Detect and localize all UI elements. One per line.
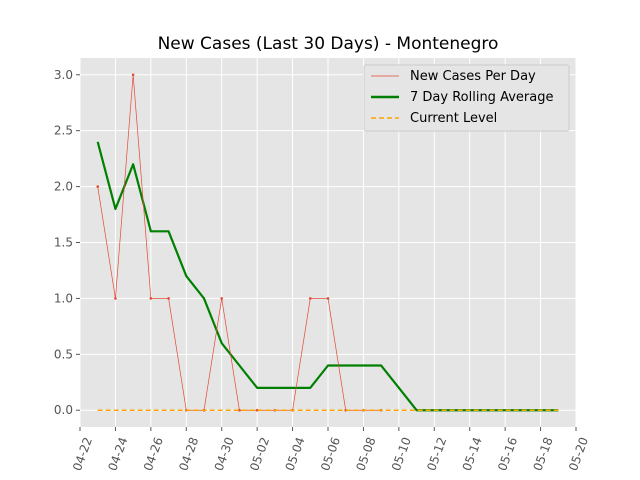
x-tick-label: 05-04: [283, 435, 308, 473]
x-tick-label: 05-08: [353, 435, 378, 473]
data-point-new-cases: [114, 297, 117, 300]
x-tick-label: 05-12: [424, 435, 449, 473]
data-point-new-cases: [308, 297, 312, 300]
legend-box: [363, 64, 570, 132]
chart-title: New Cases (Last 30 Days) - Montenegro: [158, 34, 499, 54]
data-point-new-cases: [131, 73, 135, 77]
x-tick-label: 05-18: [531, 435, 556, 473]
y-axis: 0.0 0.5 1.0 1.5 2.0 2.5 3.0: [54, 68, 80, 417]
legend-label-current-level: Current Level: [410, 111, 497, 126]
series-line-rolling-average: [96, 141, 559, 412]
x-tick-label: 05-10: [389, 435, 414, 473]
x-tick-label: 04-22: [70, 435, 95, 473]
x-tick-label: 05-20: [566, 435, 591, 473]
data-point-new-cases: [220, 297, 224, 300]
y-tick-label: 2.5: [54, 124, 73, 138]
y-tick-label: 1.0: [54, 291, 73, 305]
legend-label-rolling-average: 7 Day Rolling Average: [410, 90, 553, 105]
y-tick-label: 3.0: [54, 68, 73, 82]
x-tick-label: 05-14: [460, 435, 485, 473]
data-point-new-cases: [326, 297, 330, 300]
x-tick-label: 05-02: [247, 435, 272, 473]
data-point-new-cases: [167, 297, 170, 300]
y-tick-label: 1.5: [54, 236, 73, 250]
y-tick-label: 0.5: [54, 347, 73, 361]
legend-label-new-cases: New Cases Per Day: [410, 69, 536, 84]
x-tick-label: 05-06: [318, 435, 343, 473]
y-tick-label: 0.0: [54, 403, 73, 417]
data-point-new-cases: [238, 408, 241, 412]
data-point-new-cases: [149, 297, 153, 300]
legend: New Cases Per Day 7 Day Rolling Average …: [363, 64, 570, 132]
y-tick-label: 2.0: [54, 180, 73, 194]
x-tick-label: 04-30: [212, 435, 237, 473]
x-tick-label: 04-28: [176, 435, 201, 473]
series-layer: [96, 73, 559, 412]
x-axis: 04-22 04-24 04-26 04-28 04-30 05-02 05-04 05-06…: [70, 427, 591, 473]
grid: [79, 58, 577, 427]
data-point-new-cases: [96, 185, 100, 188]
x-tick-label: 04-24: [105, 435, 130, 473]
x-tick-label: 04-26: [141, 435, 166, 473]
x-tick-label: 05-16: [495, 435, 520, 473]
